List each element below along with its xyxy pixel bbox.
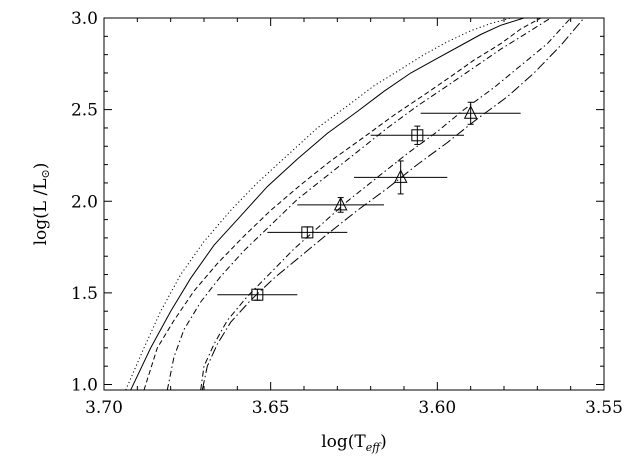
x-tick-label: 3.70	[85, 398, 123, 418]
y-axis-label-main: log(L /L	[31, 178, 51, 245]
y-axis-label-sub: ⊙	[39, 169, 52, 178]
x-tick-label: 3.65	[252, 398, 290, 418]
track-curve-dashed	[143, 18, 541, 390]
triangle-marker	[333, 196, 348, 211]
y-axis-label: log(L /L⊙)	[31, 163, 52, 246]
y-tick-label: 2.5	[71, 101, 98, 121]
track-curve-dash-dot	[166, 18, 551, 390]
x-tick-label: 3.55	[585, 398, 623, 418]
triangle-marker	[463, 105, 478, 119]
square-marker	[411, 129, 424, 142]
track-curve-solid	[130, 18, 525, 390]
data-point-square	[370, 125, 464, 145]
track-curve-dotted	[125, 18, 511, 390]
square-marker	[301, 226, 314, 239]
x-axis-label-sub: eff	[366, 441, 383, 454]
track-curve-long-dash-dot	[201, 18, 585, 390]
triangle-marker	[393, 169, 408, 183]
y-tick-label: 1.5	[71, 284, 98, 304]
data-point-triangle	[297, 196, 384, 213]
x-tick-label: 3.60	[418, 398, 456, 418]
y-tick-label: 3.0	[71, 9, 98, 29]
ticks-layer: 3.70 3.65 3.60 3.55 1.0 1.5 2.0 2.5 3.0	[71, 9, 623, 418]
x-axis-label-close: )	[380, 432, 387, 452]
curves-layer	[125, 18, 585, 390]
y-axis-label-close: )	[31, 163, 51, 170]
y-tick-label: 2.0	[71, 192, 98, 212]
data-point-triangle	[420, 101, 521, 125]
square-marker	[251, 288, 264, 301]
data-point-square	[267, 226, 348, 239]
track-curve-dash-dot	[200, 18, 572, 390]
x-axis-label: log(Teff)	[321, 432, 386, 454]
y-tick-label: 1.0	[71, 376, 98, 396]
points-layer	[217, 101, 521, 301]
plot-frame	[103, 17, 605, 391]
x-axis-label-main: log(T	[321, 432, 366, 452]
data-point-square	[217, 288, 298, 301]
data-point-triangle	[354, 160, 448, 195]
